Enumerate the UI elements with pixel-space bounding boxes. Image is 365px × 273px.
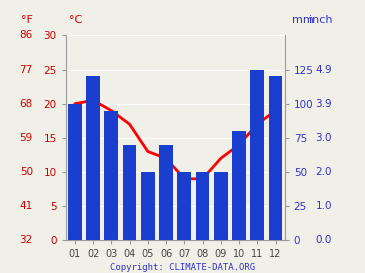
Text: Copyright: CLIMATE-DATA.ORG: Copyright: CLIMATE-DATA.ORG: [110, 263, 255, 272]
Text: 50: 50: [20, 167, 33, 177]
Text: 68: 68: [20, 99, 33, 109]
Text: 2.0: 2.0: [316, 167, 332, 177]
Text: 32: 32: [20, 235, 33, 245]
Text: 41: 41: [20, 201, 33, 211]
Text: °F: °F: [21, 14, 33, 25]
Bar: [159, 145, 173, 240]
Text: 77: 77: [20, 65, 33, 75]
Text: 3.0: 3.0: [316, 133, 332, 143]
Bar: [196, 172, 210, 240]
Bar: [104, 111, 118, 240]
Bar: [123, 145, 137, 240]
Text: 1.0: 1.0: [316, 201, 332, 211]
Bar: [250, 70, 264, 240]
Bar: [141, 172, 155, 240]
Bar: [214, 172, 228, 240]
Text: 4.9: 4.9: [315, 65, 332, 75]
Text: 0.0: 0.0: [316, 235, 332, 245]
Text: °C: °C: [69, 14, 82, 25]
Text: inch: inch: [309, 14, 332, 25]
Text: 59: 59: [20, 133, 33, 143]
Bar: [86, 76, 100, 240]
Text: 3.9: 3.9: [315, 99, 332, 109]
Bar: [269, 76, 283, 240]
Text: 86: 86: [20, 31, 33, 40]
Bar: [68, 104, 82, 240]
Bar: [177, 172, 191, 240]
Bar: [232, 131, 246, 240]
Text: mm: mm: [292, 14, 314, 25]
